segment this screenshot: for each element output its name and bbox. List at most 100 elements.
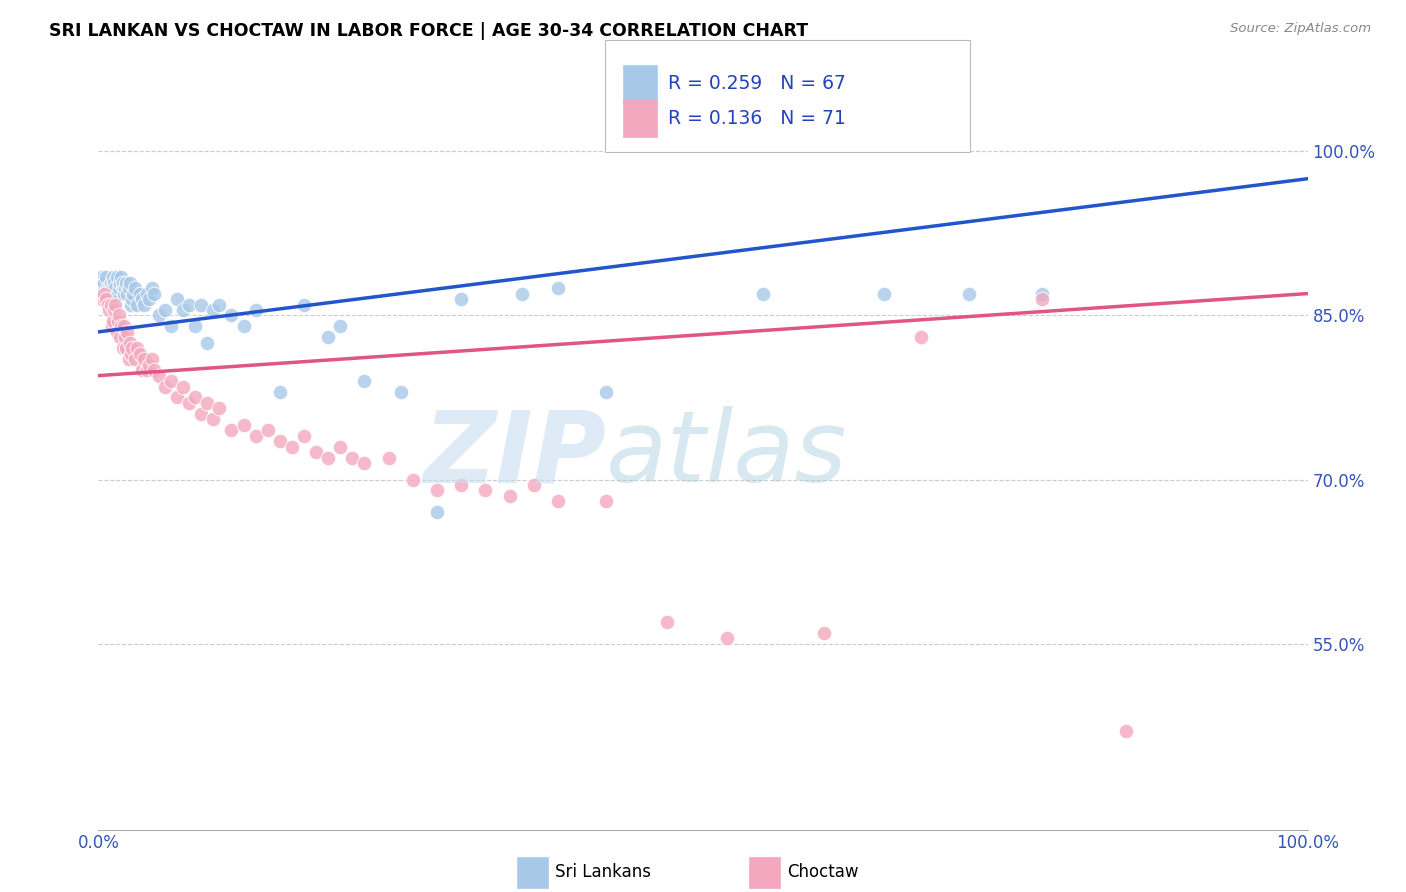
Point (269, 384, 291, 399)
Point (190, 297, 212, 311)
Point (118, 352, 141, 367)
Point (98, 281, 121, 295)
Point (547, 494, 569, 508)
Point (202, 412, 225, 426)
Point (208, 401, 231, 416)
Point (98, 303, 121, 318)
Point (353, 374, 375, 388)
Point (957, 286, 980, 301)
Point (245, 303, 267, 318)
Point (108, 330, 131, 344)
Point (316, 330, 339, 344)
Point (94, 270, 117, 285)
Point (107, 286, 129, 301)
Point (115, 276, 138, 290)
Point (100, 319, 122, 334)
Point (115, 341, 138, 355)
Point (128, 347, 150, 361)
Text: SRI LANKAN VS CHOCTAW IN LABOR FORCE | AGE 30-34 CORRELATION CHART: SRI LANKAN VS CHOCTAW IN LABOR FORCE | A… (49, 22, 808, 40)
Point (426, 505, 449, 519)
Point (305, 445, 328, 459)
Point (103, 276, 125, 290)
Point (148, 368, 170, 383)
Point (122, 286, 145, 301)
Point (100, 276, 122, 290)
Point (118, 276, 141, 290)
Point (1031, 286, 1053, 301)
Point (329, 319, 352, 334)
Point (910, 330, 932, 344)
Point (498, 489, 520, 503)
Point (111, 341, 134, 355)
Point (1031, 292, 1053, 306)
Point (269, 434, 291, 449)
Point (110, 319, 132, 334)
Point (148, 309, 170, 323)
Point (190, 407, 212, 421)
Point (316, 450, 339, 465)
Point (120, 297, 142, 311)
Point (474, 483, 496, 498)
Point (105, 325, 128, 339)
Point (353, 456, 375, 470)
Point (100, 281, 122, 295)
Text: Source: ZipAtlas.com: Source: ZipAtlas.com (1230, 22, 1371, 36)
Point (108, 281, 131, 295)
Point (117, 286, 139, 301)
Point (450, 292, 472, 306)
Point (93, 286, 115, 301)
Point (208, 297, 231, 311)
Point (114, 330, 136, 344)
Point (131, 292, 153, 306)
Text: Sri Lankans: Sri Lankans (555, 863, 651, 881)
Point (112, 319, 135, 334)
Point (118, 335, 141, 350)
Point (292, 429, 315, 443)
Point (114, 281, 136, 295)
Point (1115, 724, 1137, 739)
Point (172, 303, 194, 318)
Text: R = 0.259   N = 67: R = 0.259 N = 67 (668, 74, 846, 93)
Point (221, 309, 243, 323)
Point (143, 286, 166, 301)
Point (101, 314, 124, 328)
Point (141, 352, 163, 367)
Point (292, 297, 315, 311)
Point (111, 281, 134, 295)
Point (104, 281, 127, 295)
Point (134, 297, 156, 311)
Point (138, 292, 160, 306)
Point (121, 292, 143, 306)
Point (450, 478, 472, 492)
Point (184, 319, 207, 334)
Text: R = 0.136   N = 71: R = 0.136 N = 71 (668, 109, 846, 128)
Point (232, 417, 254, 432)
Point (135, 286, 157, 301)
Text: Choctaw: Choctaw (787, 863, 859, 881)
Point (195, 396, 218, 410)
Point (160, 319, 183, 334)
Point (402, 473, 425, 487)
Point (595, 384, 617, 399)
Point (105, 270, 128, 285)
Text: atlas: atlas (606, 407, 848, 503)
Point (101, 270, 124, 285)
Point (184, 391, 207, 405)
Point (107, 314, 129, 328)
Point (655, 615, 678, 629)
Point (91, 270, 114, 285)
Point (179, 396, 201, 410)
Point (97, 297, 120, 311)
Point (128, 286, 150, 301)
Point (595, 494, 617, 508)
Point (153, 379, 176, 393)
Point (91, 292, 114, 306)
Point (135, 363, 157, 377)
Point (143, 363, 166, 377)
Point (103, 303, 125, 318)
Point (195, 335, 218, 350)
Point (96, 281, 118, 295)
Point (232, 319, 254, 334)
Point (91, 281, 114, 295)
Point (716, 631, 738, 645)
